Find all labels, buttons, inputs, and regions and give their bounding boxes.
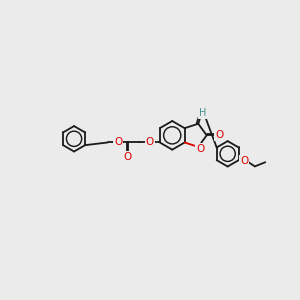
Text: O: O — [114, 137, 122, 148]
Text: O: O — [215, 130, 223, 140]
Text: O: O — [123, 152, 132, 162]
Text: O: O — [146, 137, 154, 148]
Text: O: O — [196, 144, 204, 154]
Text: O: O — [240, 156, 249, 166]
Text: H: H — [199, 108, 206, 118]
